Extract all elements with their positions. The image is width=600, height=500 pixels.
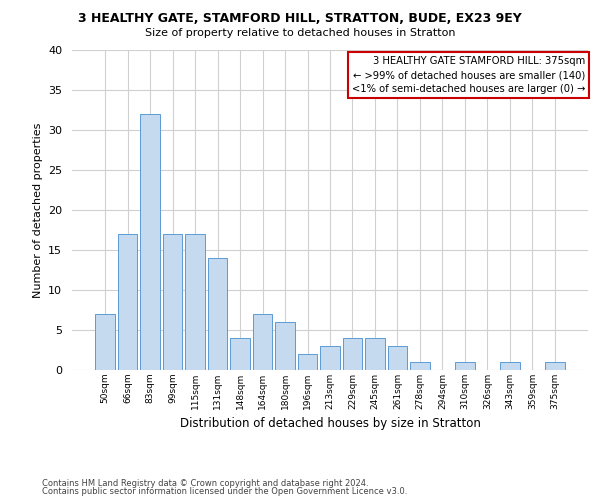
Bar [95,314,115,370]
Text: Contains public sector information licensed under the Open Government Licence v3: Contains public sector information licen… [42,487,407,496]
Bar [365,338,385,370]
Bar [388,346,407,370]
Bar [455,362,475,370]
Bar [208,258,227,370]
Text: 3 HEALTHY GATE STAMFORD HILL: 375sqm
← >99% of detached houses are smaller (140): 3 HEALTHY GATE STAMFORD HILL: 375sqm ← >… [352,56,586,94]
Bar [545,362,565,370]
X-axis label: Distribution of detached houses by size in Stratton: Distribution of detached houses by size … [179,418,481,430]
Text: 3 HEALTHY GATE, STAMFORD HILL, STRATTON, BUDE, EX23 9EY: 3 HEALTHY GATE, STAMFORD HILL, STRATTON,… [78,12,522,26]
Text: Contains HM Land Registry data © Crown copyright and database right 2024.: Contains HM Land Registry data © Crown c… [42,478,368,488]
Bar [185,234,205,370]
Bar [118,234,137,370]
Bar [230,338,250,370]
Bar [320,346,340,370]
Bar [253,314,272,370]
Bar [298,354,317,370]
Bar [410,362,430,370]
Y-axis label: Number of detached properties: Number of detached properties [32,122,43,298]
Bar [343,338,362,370]
Bar [163,234,182,370]
Bar [275,322,295,370]
Bar [140,114,160,370]
Bar [500,362,520,370]
Text: Size of property relative to detached houses in Stratton: Size of property relative to detached ho… [145,28,455,38]
